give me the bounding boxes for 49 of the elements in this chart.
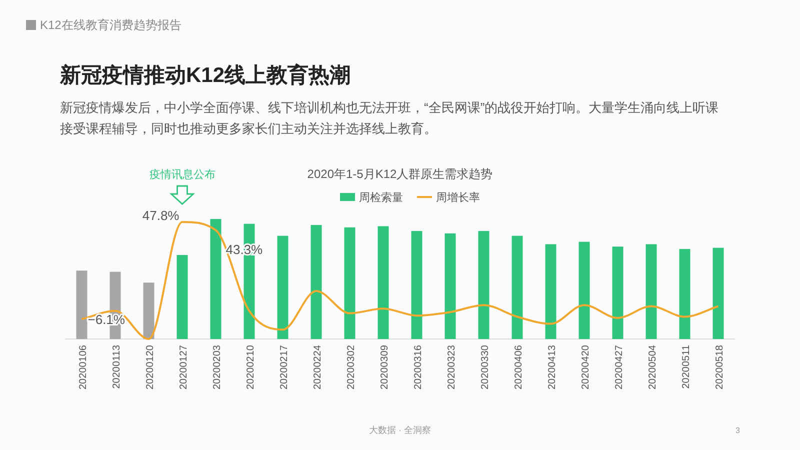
bar xyxy=(646,244,657,339)
annotation: 47.8% xyxy=(142,208,180,223)
x-tick-label: 20200113 xyxy=(111,344,122,389)
x-tick-label: 20200406 xyxy=(513,344,524,390)
x-tick-label: 20200518 xyxy=(714,344,726,390)
text: 大数据 · 全洞察 xyxy=(369,425,431,435)
x-tick-label: 20200420 xyxy=(580,344,592,390)
x-tick-label: 20200330 xyxy=(480,344,491,390)
bar xyxy=(712,248,724,339)
bar xyxy=(444,233,456,339)
bar xyxy=(545,244,556,339)
bar xyxy=(76,270,88,339)
bar xyxy=(277,236,288,339)
bar xyxy=(679,249,690,339)
bar xyxy=(310,225,322,339)
bar xyxy=(143,282,154,339)
x-tick-label: 20200316 xyxy=(412,344,424,390)
legend-label: 周增长率 xyxy=(436,191,480,204)
bar xyxy=(411,231,422,339)
text: 3 xyxy=(736,426,741,435)
bar xyxy=(512,236,523,339)
annotation: −6.1% xyxy=(88,312,126,328)
x-tick-label: 20200217 xyxy=(278,344,290,390)
bar xyxy=(344,227,356,339)
text: 疫情讯息公布 xyxy=(149,168,216,181)
x-tick-label: 20200210 xyxy=(245,344,256,390)
bar xyxy=(210,219,222,339)
bar xyxy=(612,246,624,339)
chart-subtitle: 新冠疫情爆发后，中小学全面停课、线下培训机构也无法开班，“全民网课”的战役开始打响。大量学生涌向线上听课接受课程辅导，同时也推动更多家长们主动关注并选择线上教育。 xyxy=(60,100,719,136)
x-tick-label: 20200203 xyxy=(212,344,223,390)
x-tick-label: 20200511 xyxy=(680,344,692,389)
x-tick-label: 20200427 xyxy=(614,344,625,390)
x-tick-label: 20200302 xyxy=(346,344,357,390)
bar xyxy=(578,242,590,339)
x-tick-label: 20200413 xyxy=(546,344,558,390)
bar xyxy=(176,255,188,339)
x-tick-label: 20200224 xyxy=(312,344,324,390)
text: 2020年1-5月K12人群原生需求趋势 xyxy=(307,167,493,181)
text: K12在线教育消费趋势报告 xyxy=(40,18,182,32)
x-tick-label: 20200120 xyxy=(144,344,156,390)
x-tick-label: 20200127 xyxy=(178,344,190,390)
bar xyxy=(478,231,490,339)
x-tick-label: 20200309 xyxy=(379,344,390,390)
chart-title: 新冠疫情推动K12线上教育热潮 xyxy=(59,63,351,87)
x-tick-label: 20200504 xyxy=(647,344,658,390)
bar xyxy=(378,226,389,339)
legend-label: 周检索量 xyxy=(359,191,403,204)
x-tick-label: 20200323 xyxy=(446,344,458,390)
x-tick-label: 20200106 xyxy=(78,344,89,390)
